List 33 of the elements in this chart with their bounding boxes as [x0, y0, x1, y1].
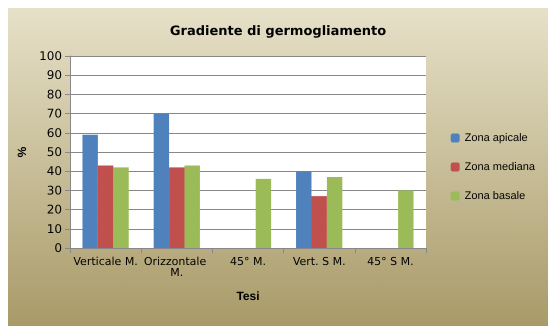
x-tick-label: Orizzontale M. [144, 255, 210, 279]
bar [169, 167, 185, 248]
bar [256, 178, 272, 248]
bar [398, 190, 414, 248]
y-tick-label: 40 [46, 164, 62, 178]
x-axis-title: Tesi [236, 289, 260, 303]
y-tick-label: 60 [46, 126, 62, 140]
bar [184, 165, 200, 248]
y-tick-label: 30 [46, 183, 62, 198]
x-tick-label: Vert. S M. [292, 255, 346, 268]
bar [82, 134, 98, 248]
bar [154, 114, 170, 248]
bar [113, 167, 129, 248]
bar [98, 165, 114, 248]
legend-label: Zona basale [464, 190, 526, 202]
chart-title: Gradiente di germogliamento [170, 24, 386, 39]
x-tick-label: 45° S M. [367, 255, 414, 268]
bar [326, 176, 342, 248]
y-tick-label: 80 [46, 87, 62, 102]
y-axis-title: % [15, 146, 30, 158]
legend-label: Zona mediana [464, 161, 536, 173]
bar [296, 171, 312, 248]
x-tick-label: Verticale M. [73, 255, 138, 268]
y-tick-label: 70 [46, 106, 62, 121]
y-tick-label: 20 [46, 202, 62, 217]
legend-label: Zona apicale [464, 132, 528, 144]
y-tick-label: 10 [46, 222, 62, 236]
bar [311, 196, 327, 248]
y-tick-label: 50 [46, 145, 62, 159]
y-tick-label: 90 [46, 68, 62, 82]
y-tick-label: 100 [39, 49, 62, 63]
y-tick-label: 0 [54, 241, 62, 255]
x-tick-label: 45° M. [230, 255, 266, 268]
